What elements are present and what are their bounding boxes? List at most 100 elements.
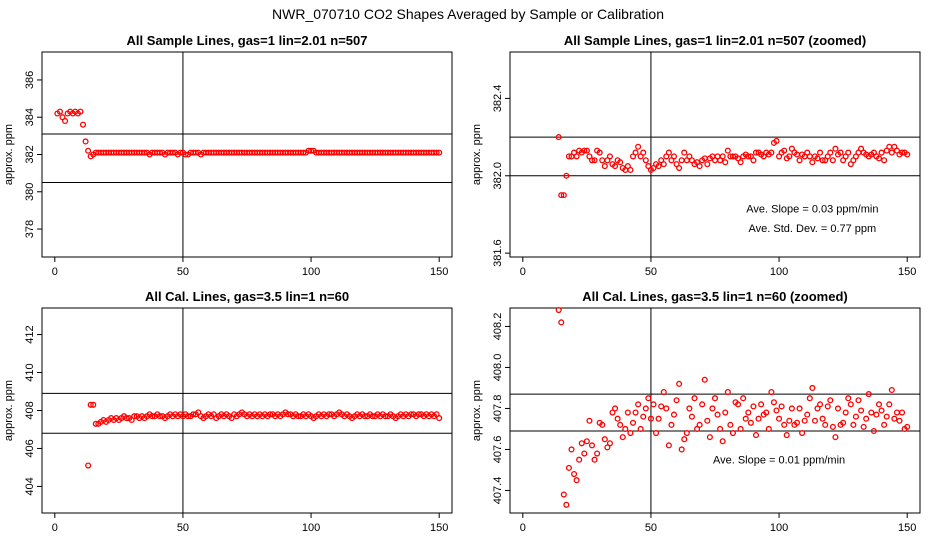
data-point [837,149,844,156]
data-point [653,429,660,437]
y-tick-label: 408.0 [492,354,504,382]
data-point [591,456,598,463]
data-point [819,415,826,422]
data-point [719,153,726,160]
data-point [583,438,590,445]
data-point [612,405,619,412]
data-point [814,155,821,162]
data-point [614,415,621,422]
data-point [622,425,629,433]
data-point [681,149,688,156]
data-point [647,415,654,422]
data-point [722,409,729,416]
chart-panel-3: All Cal. Lines, gas=3.5 lin=1 n=60 approx… [3,289,453,534]
data-point [681,436,688,443]
data-point [650,401,657,408]
data-point [632,409,639,416]
data-point [635,401,642,408]
data-point [606,153,613,160]
data-point [899,149,906,156]
x-tick-label: 50 [645,266,657,278]
data-point [845,395,852,402]
data-point [717,425,724,433]
data-point [842,409,849,416]
data-point [82,138,89,145]
y-tick-label: 410 [24,363,36,381]
data-point [875,401,883,408]
y-axis-label: approx. ppm [471,124,483,185]
data-point [612,163,619,170]
data-point [824,403,831,410]
data-point [645,395,652,402]
data-point [737,425,744,433]
data-point [796,157,803,164]
data-point [704,161,711,168]
data-point [827,149,834,156]
x-tick-label: 150 [898,522,916,534]
data-point [711,395,719,402]
data-point [899,409,906,416]
data-point [617,421,624,428]
data-point [581,450,588,457]
chart-title: All Cal. Lines, gas=3.5 lin=1 n=60 (zoom… [582,289,848,304]
data-point [781,147,788,154]
data-point [881,157,888,164]
data-point [599,421,606,428]
data-point [558,319,565,326]
data-point [696,421,703,428]
y-tick-label: 406 [24,439,36,457]
data-point [182,151,189,158]
data-point [855,397,862,404]
data-point [688,413,695,420]
data-point [896,417,903,424]
data-point [891,415,898,422]
data-point [870,427,877,435]
data-point [806,153,813,160]
y-tick-label: 404 [24,477,36,495]
data-point [781,421,788,428]
data-point [750,403,757,410]
data-point [565,464,572,471]
data-point [156,149,163,156]
data-point [558,192,565,199]
data-point [724,388,731,396]
data-point [845,149,852,156]
y-tick-label: 407.6 [492,436,504,464]
x-tick-label: 50 [177,266,189,278]
x-tick-label: 100 [302,522,320,534]
data-point [436,415,443,422]
data-point [745,409,752,416]
data-point [796,405,803,412]
data-point [361,413,368,420]
chart-title: All Sample Lines, gas=1 lin=2.01 n=507 [127,33,368,48]
data-point [79,121,87,128]
data-point [729,153,736,160]
chart-title: All Cal. Lines, gas=3.5 lin=1 n=60 [145,289,349,304]
data-point [624,409,631,416]
data-point [588,157,596,164]
y-tick-label: 408 [24,401,36,419]
data-point [758,401,765,408]
data-point [683,429,690,437]
data-point [860,423,867,430]
data-point [883,413,890,420]
data-point [729,429,736,437]
data-point [578,440,585,447]
chart-annotation: Ave. Slope = 0.03 ppm/min [746,204,878,216]
data-point [90,401,97,408]
data-point [284,411,292,418]
data-point [629,419,637,426]
data-point [576,456,583,463]
data-point [588,442,596,449]
data-point [752,432,760,439]
data-point [407,411,415,418]
data-point [699,401,706,408]
chart-panel-2: All Sample Lines, gas=1 lin=2.01 n=507 (… [471,33,921,278]
data-point [565,153,572,160]
data-point [873,411,880,418]
data-point [737,159,744,166]
x-tick-label: 150 [430,522,448,534]
data-point [847,401,854,408]
data-point [92,420,99,427]
